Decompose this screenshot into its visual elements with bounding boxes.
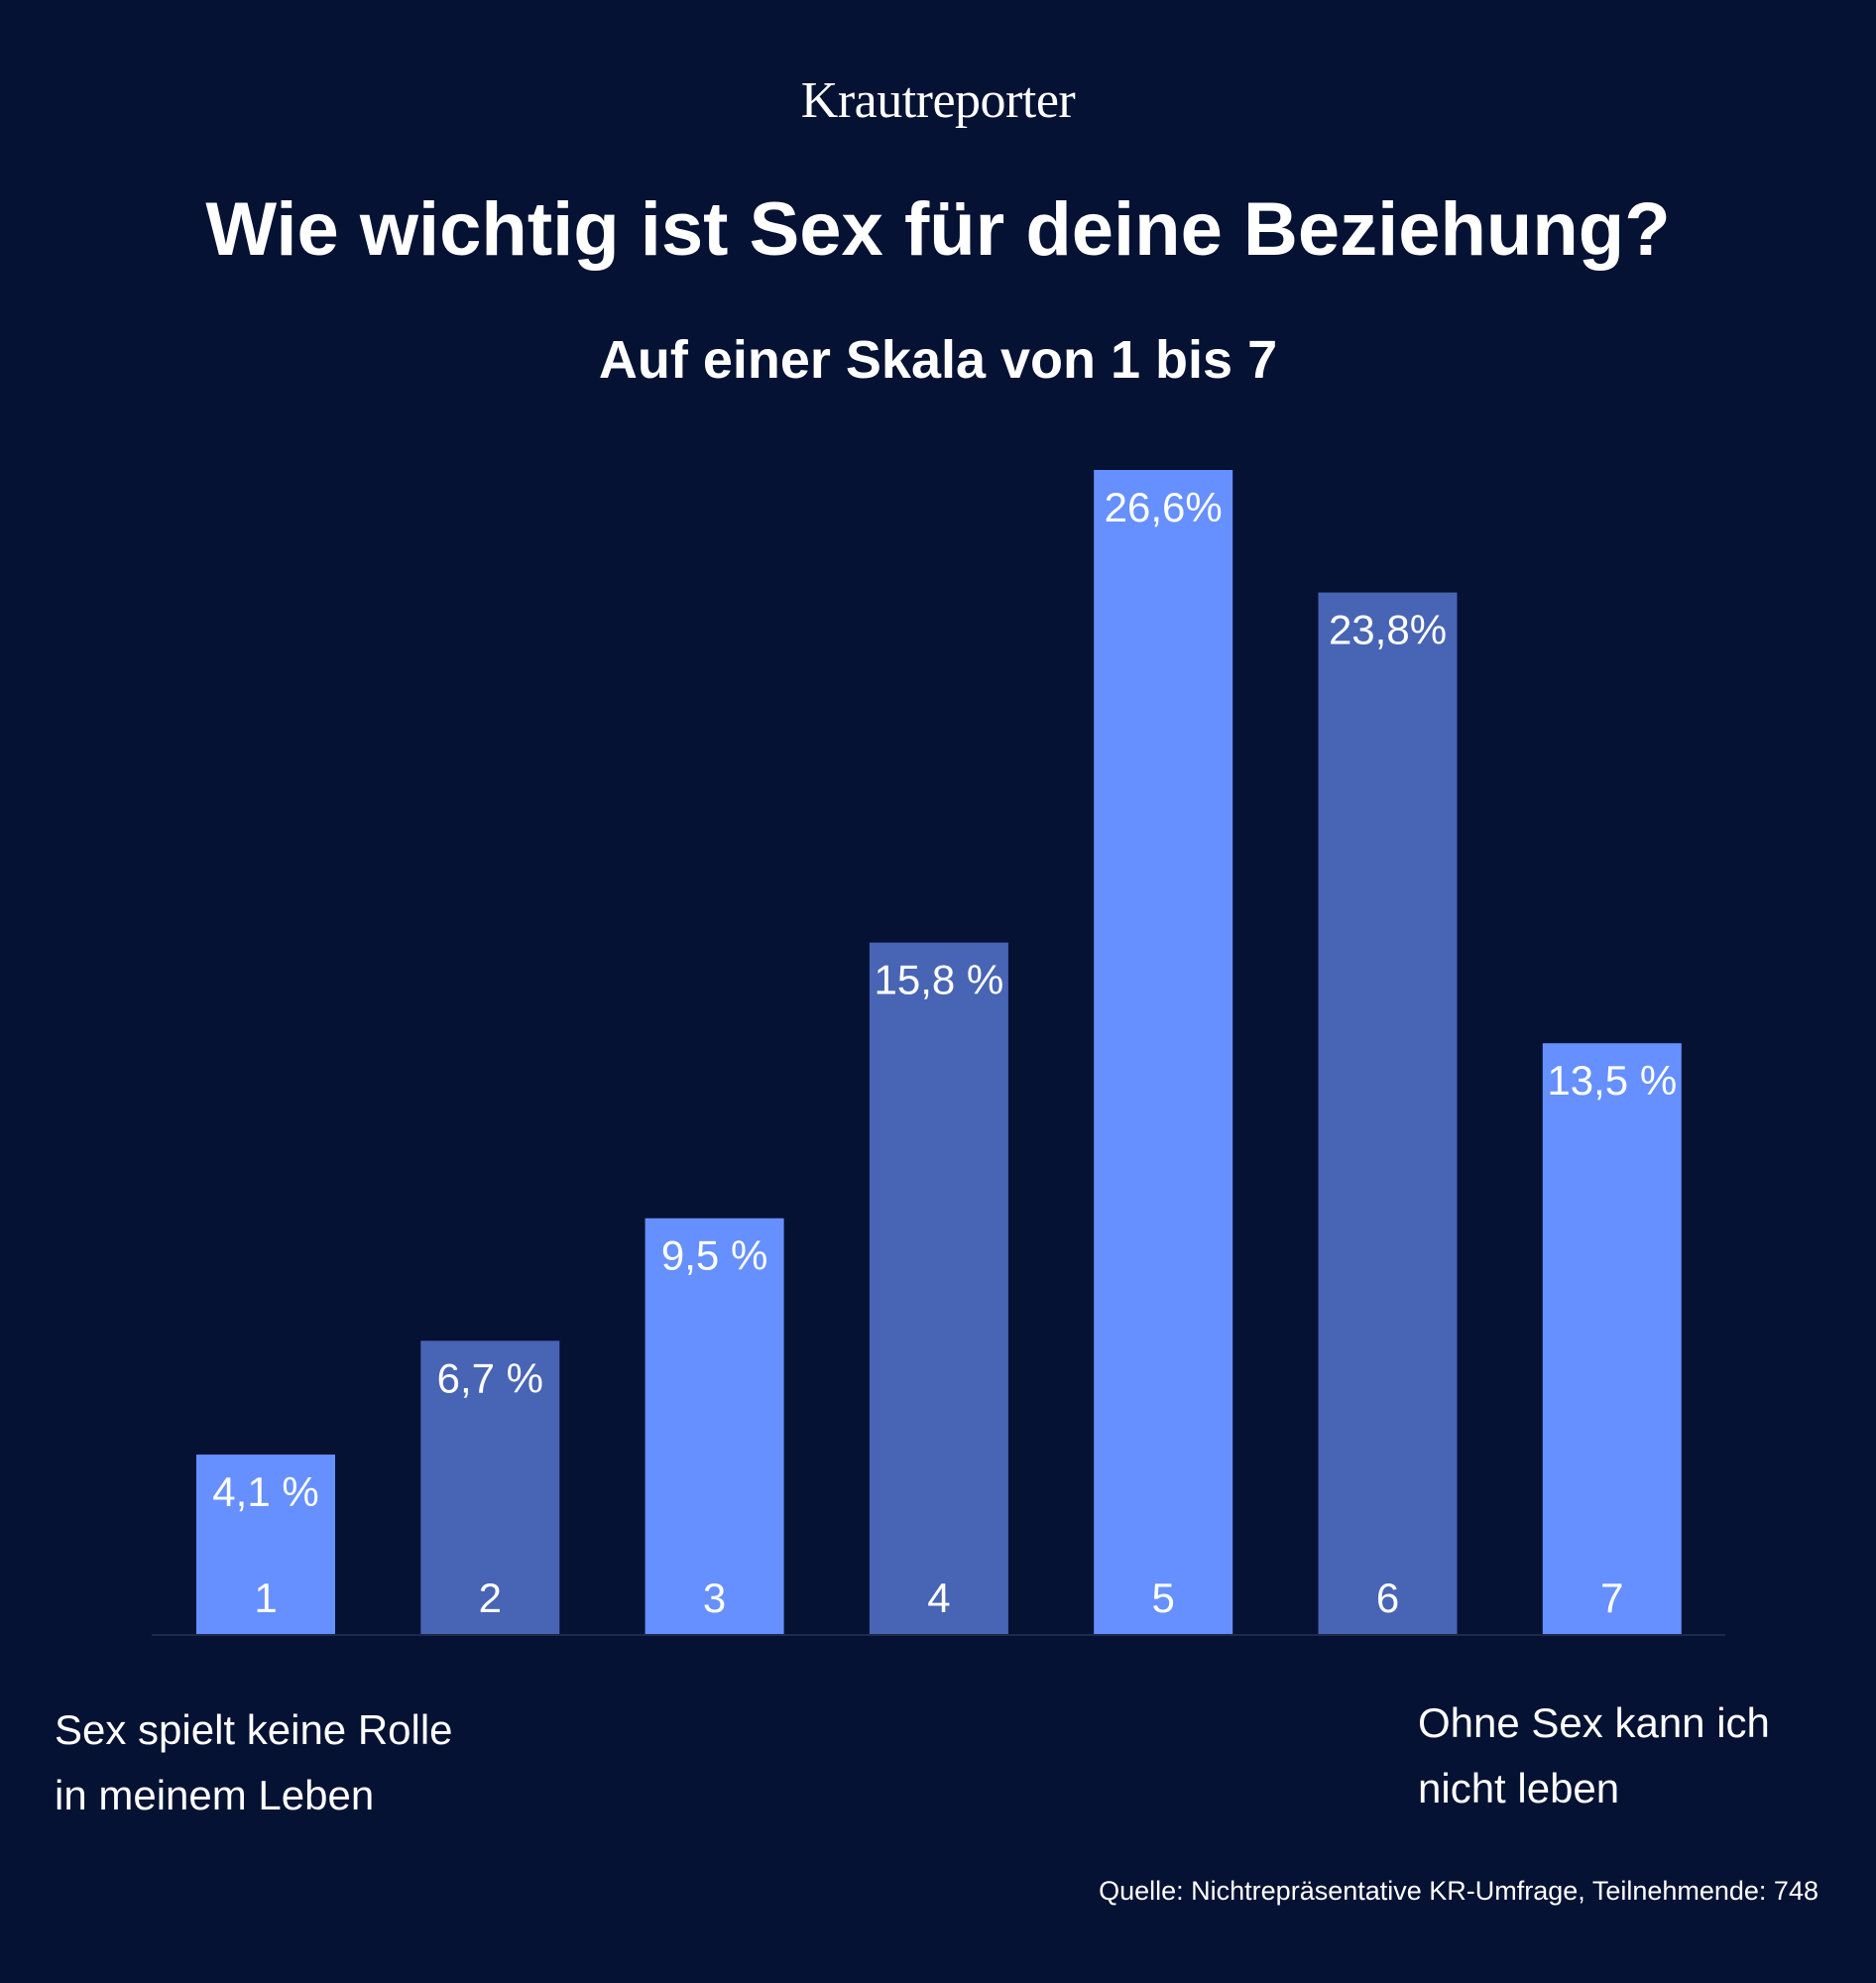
bar-1 (196, 1455, 335, 1634)
brand-logo: Krautreporter (800, 72, 1076, 129)
value-label-2: 6,7 % (437, 1354, 543, 1401)
category-label-6: 6 (1376, 1575, 1399, 1621)
category-label-7: 7 (1600, 1575, 1623, 1621)
category-label-2: 2 (479, 1575, 502, 1621)
scale-high-label: Ohne Sex kann ich nicht leben (1418, 1691, 1854, 1821)
scale-high-line-2: nicht leben (1418, 1765, 1620, 1811)
bar-2 (420, 1341, 560, 1634)
value-label-3: 9,5 % (661, 1232, 767, 1279)
category-label-1: 1 (254, 1575, 277, 1621)
value-label-1: 4,1 % (212, 1468, 318, 1515)
value-label-7: 13,5 % (1547, 1057, 1677, 1104)
scale-low-label: Sex spielt keine Rolle in meinem Leben (55, 1697, 570, 1828)
value-label-5: 26,6% (1105, 484, 1223, 530)
category-label-5: 5 (1152, 1575, 1175, 1621)
value-label-4: 15,8 % (875, 957, 1004, 1003)
bar-7 (1542, 1043, 1682, 1634)
scale-high-line-1: Ohne Sex kann ich (1418, 1699, 1770, 1746)
chart-subtitle: Auf einer Skala von 1 bis 7 (598, 330, 1278, 390)
chart-title: Wie wichtig ist Sex für deine Beziehung? (205, 187, 1671, 272)
scale-low-line-2: in meinem Leben (55, 1772, 375, 1818)
source-note: Quelle: Nichtrepräsentative KR-Umfrage, … (1099, 1876, 1818, 1906)
category-label-4: 4 (927, 1575, 950, 1621)
category-label-3: 3 (703, 1575, 726, 1621)
bar-5 (1094, 470, 1233, 1634)
scale-low-line-1: Sex spielt keine Rolle (55, 1706, 453, 1753)
bar-6 (1318, 592, 1458, 1635)
bar-4 (869, 942, 1008, 1634)
bar-3 (645, 1218, 784, 1634)
value-label-6: 23,8% (1329, 607, 1447, 653)
